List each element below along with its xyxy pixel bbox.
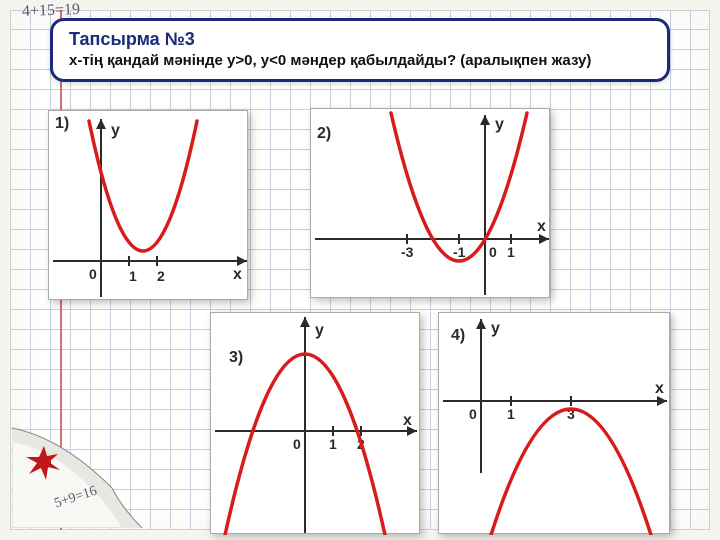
graph-card-g2: 2)yx0-3-11 — [310, 108, 550, 298]
ink-splat-icon — [24, 442, 64, 482]
svg-text:1: 1 — [507, 406, 515, 422]
svg-text:1: 1 — [329, 436, 337, 452]
svg-text:x: x — [655, 380, 664, 397]
graph-card-g1: 1)yx012 — [48, 110, 248, 300]
graph-card-g3: 3)yx012 — [210, 312, 420, 534]
svg-text:x: x — [403, 412, 412, 429]
svg-text:x: x — [537, 218, 546, 235]
svg-text:1: 1 — [129, 268, 137, 284]
svg-text:y: y — [111, 122, 120, 139]
svg-text:y: y — [495, 116, 504, 133]
svg-text:-3: -3 — [401, 244, 414, 260]
svg-text:y: y — [491, 320, 500, 337]
svg-text:0: 0 — [469, 406, 477, 422]
svg-text:0: 0 — [89, 266, 97, 282]
svg-text:-1: -1 — [453, 244, 466, 260]
task-title: Тапсырма №3 — [69, 29, 651, 50]
svg-text:1: 1 — [507, 244, 515, 260]
svg-text:y: y — [315, 322, 324, 339]
svg-text:2: 2 — [157, 268, 165, 284]
svg-text:x: x — [233, 266, 242, 283]
task-text: х-тің қандай мәнінде у>0, у<0 мәндер қаб… — [69, 52, 651, 69]
graph-card-g4: 4)yx013 — [438, 312, 670, 534]
svg-text:0: 0 — [293, 436, 301, 452]
svg-text:0: 0 — [489, 244, 497, 260]
task-box: Тапсырма №3 х-тің қандай мәнінде у>0, у<… — [50, 18, 670, 82]
